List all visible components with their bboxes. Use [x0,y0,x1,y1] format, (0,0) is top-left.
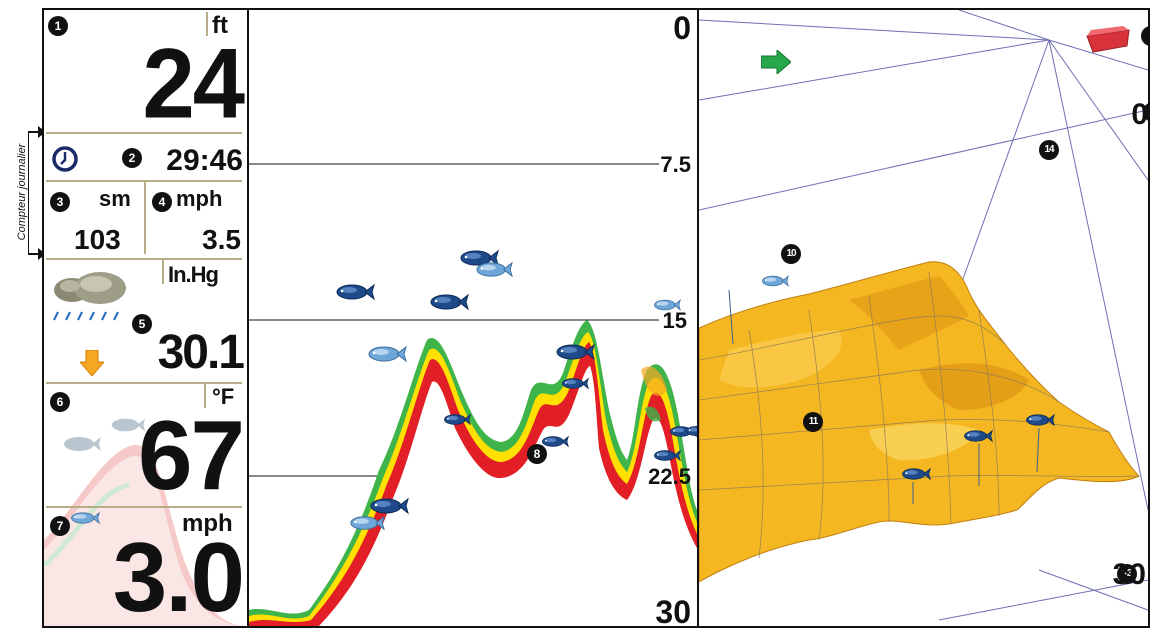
callout-temperature: 6 [50,392,70,412]
depth-value: 24 [142,27,245,139]
callout-pressure: 5 [132,314,152,334]
timer-rule [46,180,242,182]
fish-icon [335,282,375,302]
view-3d-scene [699,10,1148,621]
fish-icon [555,342,595,362]
fish-icon [367,344,407,364]
sonar-history [249,163,697,626]
arrow-right-icon [761,50,791,74]
depth-unit: ft [212,12,228,39]
fish-icon [901,466,931,482]
perspective-grid [699,10,1148,621]
fish-icon [761,274,789,288]
panel-divider-left [247,10,249,626]
pressure-unit: In.Hg [168,262,219,287]
fish-icon [475,260,513,279]
temperature-rule [46,506,242,508]
callout-range-bottom: 13 [1117,564,1137,584]
depth-scale-22-5: 22.5 [648,464,691,489]
fish-icon [369,496,409,516]
sonar-panel: 8 0 7.5 15 22.5 30 [249,10,697,626]
fish-icon [349,514,385,532]
speed-small-value: 3.5 [202,224,241,255]
callout-sonar-bottom: 8 [527,444,547,464]
fish-ghost-icon [62,434,102,454]
temperature-value: 67 [137,400,245,510]
panel-divider-right [697,10,699,626]
fish-icon [1025,412,1055,428]
fish-icon [963,428,993,444]
callout-depth: 1 [48,16,68,36]
fish-icon [561,376,589,391]
depth-scale-7-5: 7.5 [660,152,691,177]
sonar-bottom-white [318,366,697,626]
trip-log-bracket [28,132,35,254]
distance-rule [46,258,242,260]
callout-speed-small: 4 [152,192,172,212]
callout-fish-3d: 10 [781,244,801,264]
timer-value: 29:46 [166,144,243,177]
pressure-rule [46,382,242,384]
view-3d-panel: 9 10 11 12 14 13 0 30 [699,10,1148,626]
depth-scale-top: 0 [673,10,691,46]
depth-scale-15: 15 [662,308,687,333]
temp-unit-rule [204,384,206,408]
bottom-mesh [699,271,1140,559]
fish-icon [685,424,697,438]
fish-icon [443,412,471,427]
depth-scale-bottom: 30 [655,594,691,626]
pressure-value: 30.1 [157,326,245,379]
speed-value: 3.0 [112,522,245,626]
fish-icon [70,510,100,526]
distance-value: 103 [74,224,121,255]
digital-readout-panel: 1 ft 24 2 29:46 3 sm 103 4 mph 3.5 In.Hg [44,10,247,626]
temperature-unit: °F [212,384,235,409]
speed-unit: mph [182,510,233,537]
weather-rain-icon [53,272,126,321]
depth-unit-rule [206,12,208,36]
fish-icon [653,448,681,463]
callout-range-top: 12 [1143,102,1148,122]
fish-icon [429,292,469,312]
callout-speed: 7 [50,516,70,536]
callout-bottom-3d: 11 [803,412,823,432]
callout-distance: 3 [50,192,70,212]
clock-icon [52,146,78,172]
speed-small-unit: mph [176,186,223,211]
depth-rule [46,132,242,134]
arrow-down-icon [80,350,104,376]
boat-icon [1086,26,1130,53]
fishfinder-screen: 1 ft 24 2 29:46 3 sm 103 4 mph 3.5 In.Hg [42,8,1150,628]
pressure-unit-rule [162,260,164,284]
distance-unit: sm [99,186,131,211]
trip-log-label: Compteur journalier [16,143,28,241]
callout-timer: 2 [122,148,142,168]
trip-log-annotation: Compteur journalier [0,126,46,262]
callout-grid: 14 [1039,140,1059,160]
distance-speed-divider [144,182,146,254]
callout-boat: 9 [1141,26,1148,46]
fish-icon [541,434,569,449]
range-top-label: 0 [1131,98,1148,131]
range-bottom-label: 30 [1112,558,1146,591]
